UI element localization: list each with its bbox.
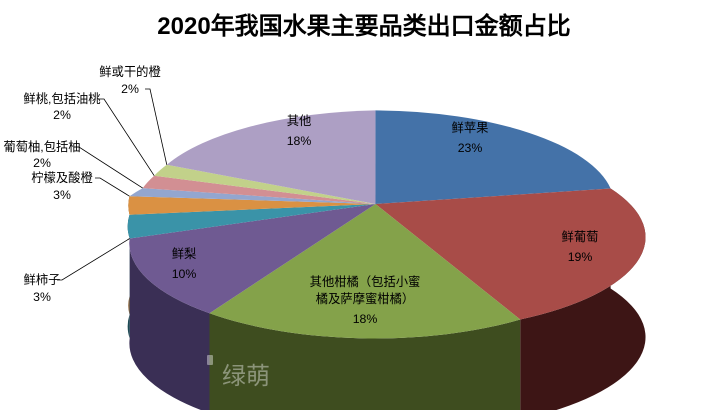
svg-text:鲜桃,包括油桃: 鲜桃,包括油桃 [23, 91, 100, 106]
svg-text:鲜柿子: 鲜柿子 [24, 272, 61, 287]
svg-text:橘及萨摩蜜柑橘）: 橘及萨摩蜜柑橘） [316, 291, 414, 306]
svg-text:18%: 18% [287, 134, 312, 148]
svg-text:葡萄柚,包括柚: 葡萄柚,包括柚 [3, 139, 80, 154]
svg-text:18%: 18% [353, 312, 378, 326]
svg-text:绿萌: 绿萌 [222, 363, 270, 390]
svg-text:鲜葡萄: 鲜葡萄 [562, 230, 599, 244]
svg-text:3%: 3% [33, 290, 51, 304]
svg-text:柠檬及酸橙: 柠檬及酸橙 [31, 170, 93, 185]
svg-text:2%: 2% [121, 82, 139, 96]
svg-text:23%: 23% [458, 141, 483, 155]
svg-text:19%: 19% [568, 250, 593, 264]
svg-text:其他: 其他 [287, 114, 312, 128]
svg-text:10%: 10% [172, 267, 197, 281]
svg-text:鲜苹果: 鲜苹果 [452, 121, 489, 135]
svg-text:2%: 2% [33, 156, 51, 170]
svg-text:鲜梨: 鲜梨 [172, 247, 197, 261]
svg-text:2%: 2% [53, 108, 71, 122]
svg-text:3%: 3% [53, 188, 71, 202]
svg-text:其他柑橘（包括小蜜: 其他柑橘（包括小蜜 [310, 274, 421, 289]
svg-text:鲜或干的橙: 鲜或干的橙 [99, 64, 161, 79]
